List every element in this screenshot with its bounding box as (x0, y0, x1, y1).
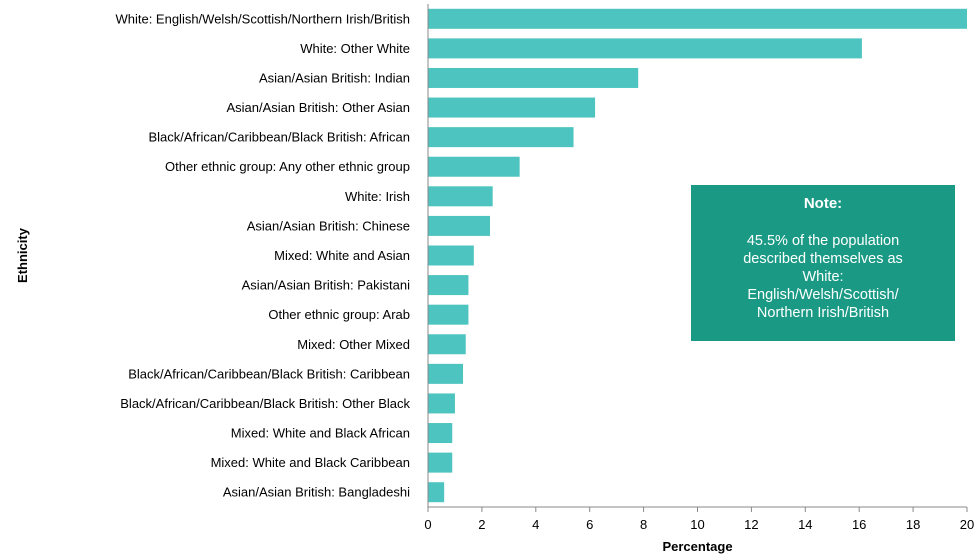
category-label: Asian/Asian British: Bangladeshi (223, 485, 410, 500)
category-label: White: Irish (345, 189, 410, 204)
bar (428, 363, 464, 384)
bars-group (428, 8, 967, 503)
x-axis-title: Percentage (662, 539, 732, 554)
bar (428, 127, 574, 148)
x-tick-label: 6 (586, 517, 593, 532)
x-tick-label: 12 (744, 517, 758, 532)
bar (428, 393, 455, 414)
bar (428, 215, 490, 236)
bar (428, 245, 474, 266)
note-line: English/Welsh/Scottish/ (747, 287, 899, 303)
category-label: Mixed: White and Black Caribbean (211, 455, 410, 470)
y-axis-title: Ethnicity (15, 227, 30, 283)
bar (428, 452, 453, 473)
bar (428, 156, 520, 177)
bar (428, 334, 466, 355)
x-tick-label: 20 (960, 517, 974, 532)
bar (428, 304, 469, 325)
note-box: Note: 45.5% of the population described … (691, 185, 955, 341)
x-tick-label: 10 (690, 517, 704, 532)
x-tick-label: 16 (852, 517, 866, 532)
category-label: Black/African/Caribbean/Black British: C… (128, 366, 410, 381)
x-tick-label: 2 (478, 517, 485, 532)
bar (428, 482, 445, 503)
bar (428, 186, 493, 207)
x-tick-label: 14 (798, 517, 812, 532)
bar (428, 38, 862, 59)
bar (428, 67, 639, 88)
bar (428, 423, 453, 444)
category-label: Black/African/Caribbean/Black British: O… (120, 396, 410, 411)
category-label: Black/African/Caribbean/Black British: A… (148, 130, 410, 145)
category-labels-group: White: English/Welsh/Scottish/Northern I… (115, 11, 410, 499)
category-label: Other ethnic group: Arab (268, 307, 410, 322)
note-line: described themselves as (743, 251, 903, 267)
x-tick-label: 8 (640, 517, 647, 532)
category-label: Mixed: White and Asian (274, 248, 410, 263)
note-line: White: (802, 269, 844, 285)
bar (428, 8, 967, 29)
category-label: White: Other White (300, 41, 410, 56)
x-tick-label: 4 (532, 517, 539, 532)
bar (428, 275, 469, 296)
note-body: 45.5% of the population described themse… (701, 232, 945, 322)
category-label: White: English/Welsh/Scottish/Northern I… (115, 11, 410, 26)
x-ticks-group: 0 2 4 6 8 10 12 14 16 18 20 (424, 507, 974, 532)
category-label: Asian/Asian British: Chinese (247, 218, 410, 233)
note-title: Note: (803, 195, 843, 212)
bar (428, 97, 596, 118)
category-label: Asian/Asian British: Indian (259, 70, 410, 85)
category-label: Asian/Asian British: Other Asian (226, 100, 410, 115)
category-label: Mixed: Other Mixed (297, 337, 410, 352)
x-tick-label: 0 (424, 517, 431, 532)
category-label: Mixed: White and Black African (231, 426, 410, 441)
note-line: 45.5% of the population (746, 233, 900, 249)
category-label: Asian/Asian British: Pakistani (242, 278, 410, 293)
x-tick-label: 18 (906, 517, 920, 532)
note-line: Northern Irish/British (756, 305, 890, 321)
category-label: Other ethnic group: Any other ethnic gro… (165, 159, 410, 174)
